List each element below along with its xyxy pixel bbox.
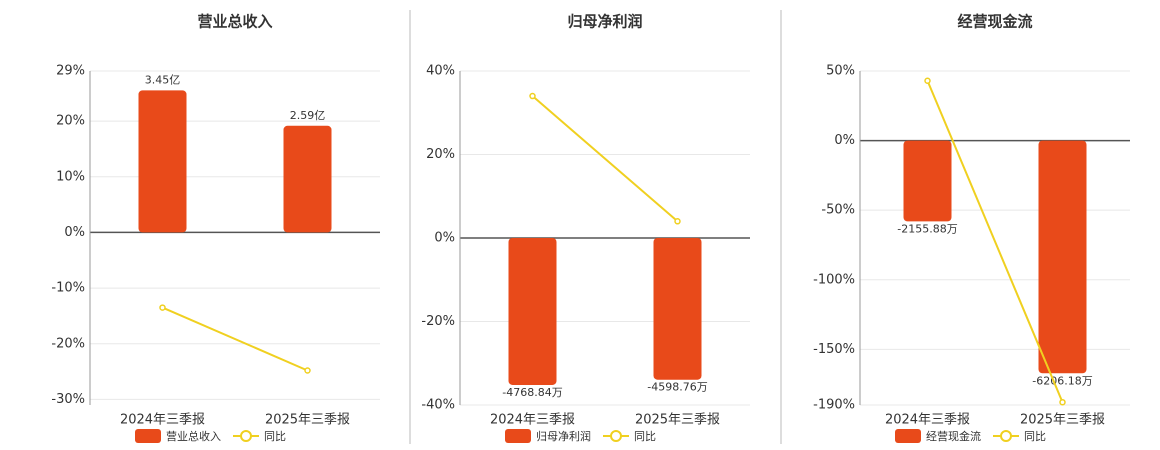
x-tick-label: 2024年三季报	[490, 413, 575, 428]
data-label: -4598.76万	[647, 381, 707, 394]
data-label: -6206.18万	[1032, 374, 1092, 387]
chart-title: 营业总收入	[197, 13, 272, 31]
bar	[138, 90, 187, 233]
chart-title: 经营现金流	[957, 13, 1032, 31]
y-tick-label: -10%	[51, 281, 85, 296]
line	[531, 95, 679, 223]
bar	[1038, 140, 1087, 374]
line-point	[1059, 398, 1066, 406]
y-tick-label: 0%	[834, 133, 855, 148]
y-tick-label: 0%	[434, 231, 455, 246]
legend-swatch	[505, 429, 531, 443]
data-label: -2155.88万	[897, 222, 957, 235]
legend-label: 同比	[264, 430, 286, 443]
line	[162, 306, 308, 372]
y-tick-label: -20%	[51, 336, 85, 351]
y-tick-label: -100%	[813, 272, 855, 287]
legend-label: 营业总收入	[166, 429, 221, 443]
line-point	[159, 304, 166, 311]
y-tick-label: -190%	[813, 398, 855, 413]
bar	[903, 140, 952, 222]
legend-label: 同比	[1024, 430, 1046, 443]
line-point	[924, 77, 931, 84]
data-label: -4768.84万	[502, 386, 562, 399]
legend-swatch	[1000, 430, 1012, 442]
y-tick-label: -20%	[421, 314, 455, 329]
line-point	[529, 92, 536, 100]
x-tick-label: 2024年三季报	[120, 413, 205, 428]
line	[926, 80, 1064, 403]
legend-swatch	[135, 429, 161, 443]
legend-swatch	[240, 430, 252, 442]
y-tick-label: 20%	[426, 147, 455, 162]
y-tick-label: 29%	[56, 64, 85, 79]
x-tick-label: 2025年三季报	[635, 413, 720, 428]
legend-label: 归母净利润	[536, 429, 591, 443]
bar	[508, 238, 557, 385]
y-tick-label: 20%	[56, 114, 85, 129]
data-label: 2.59亿	[290, 109, 326, 122]
legend-label: 同比	[634, 430, 656, 443]
bar	[653, 238, 702, 380]
legend-swatch	[610, 430, 622, 442]
y-tick-label: 50%	[826, 64, 855, 79]
y-tick-label: -150%	[813, 342, 855, 357]
data-label: 3.45亿	[145, 73, 181, 86]
x-tick-label: 2025年三季报	[265, 413, 350, 428]
legend-label: 经营现金流	[926, 429, 981, 443]
line-point	[304, 367, 311, 374]
y-tick-label: 40%	[426, 64, 455, 79]
chart-title: 归母净利润	[567, 13, 642, 31]
y-tick-label: -40%	[421, 398, 455, 413]
y-tick-label: 10%	[56, 169, 85, 184]
legend-swatch	[895, 429, 921, 443]
bar	[283, 125, 332, 233]
x-tick-label: 2025年三季报	[1020, 413, 1105, 428]
line-point	[674, 218, 681, 225]
y-tick-label: -50%	[821, 203, 855, 218]
x-tick-label: 2024年三季报	[885, 413, 970, 428]
y-tick-label: 0%	[64, 225, 85, 240]
y-tick-label: -30%	[51, 392, 85, 407]
